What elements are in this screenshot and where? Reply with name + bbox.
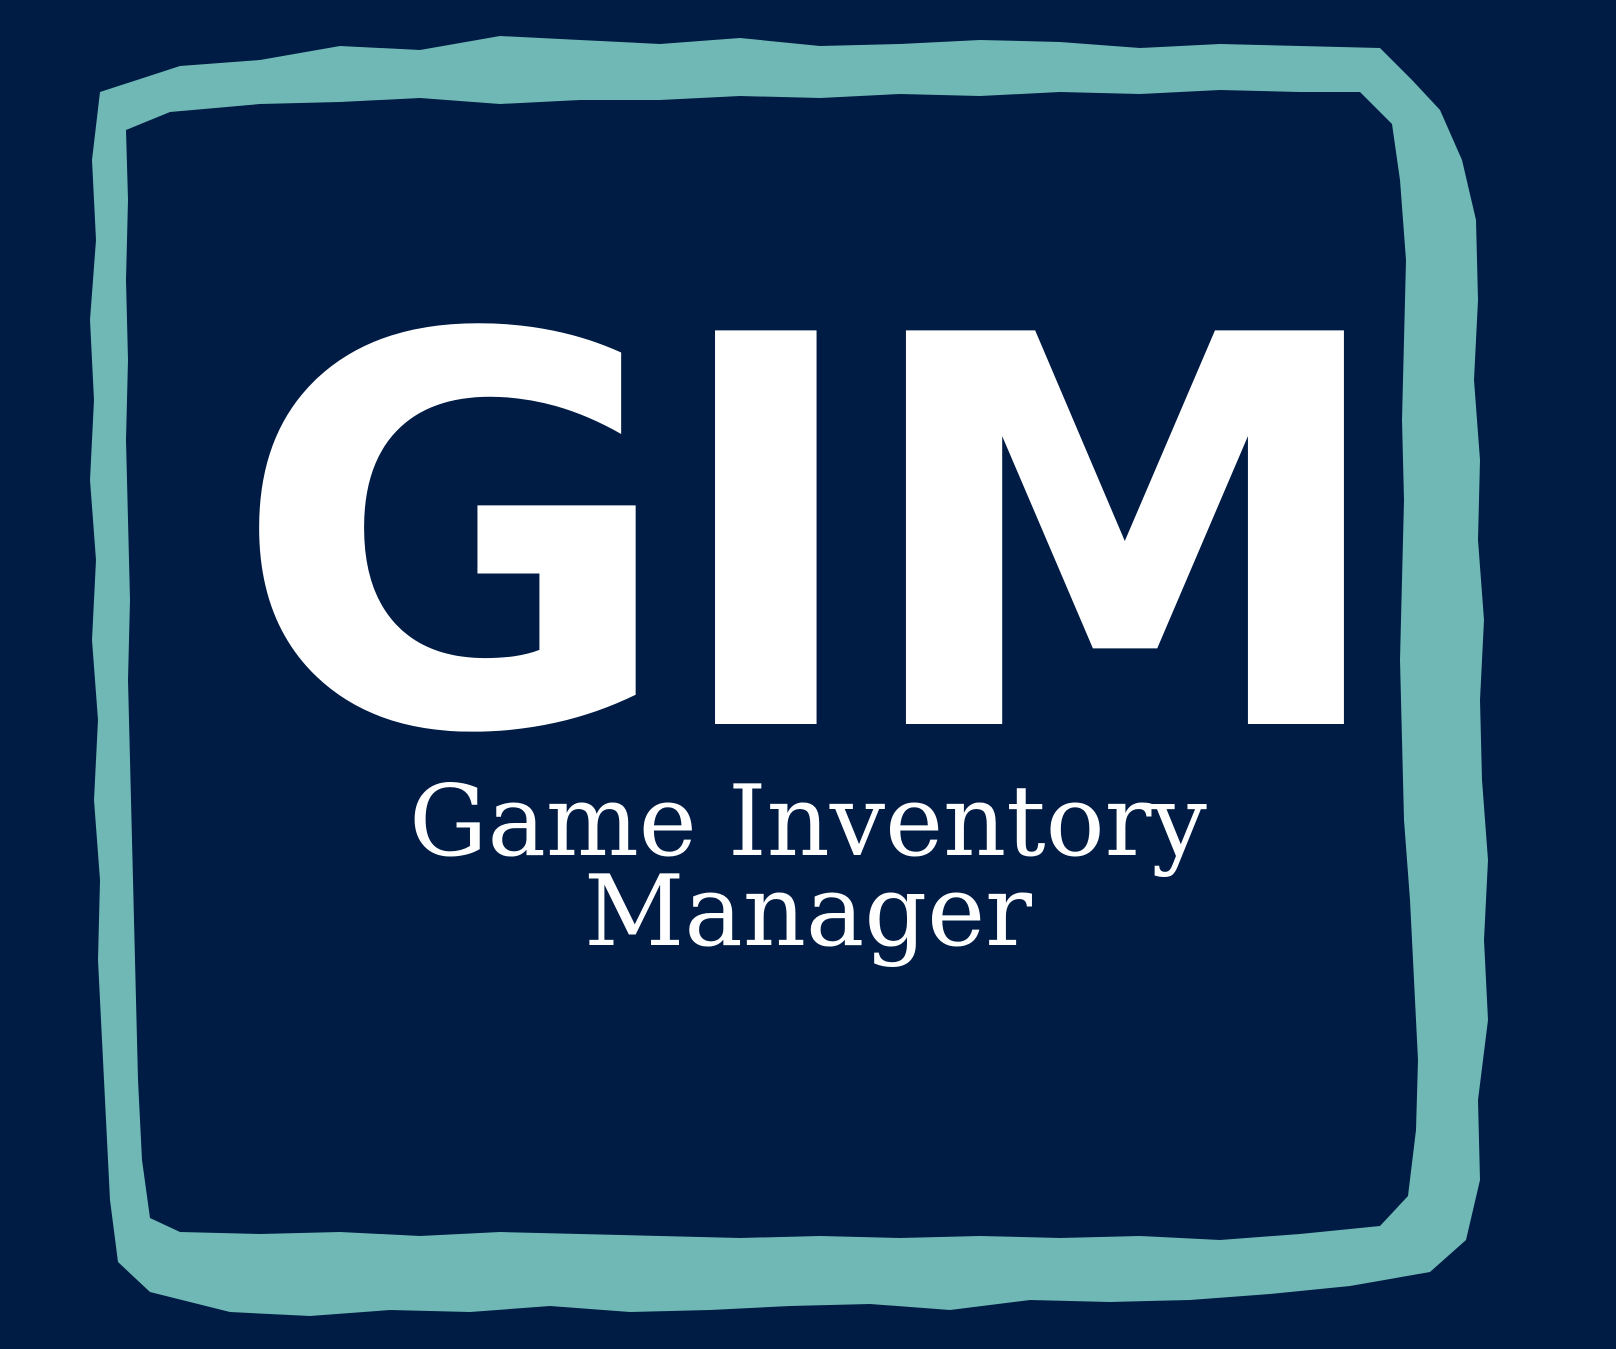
logo-title-line-2: Manager bbox=[584, 855, 1032, 969]
logo-acronym: GIM bbox=[232, 224, 1394, 852]
logo-title-line-1: Game Inventory bbox=[409, 765, 1207, 879]
